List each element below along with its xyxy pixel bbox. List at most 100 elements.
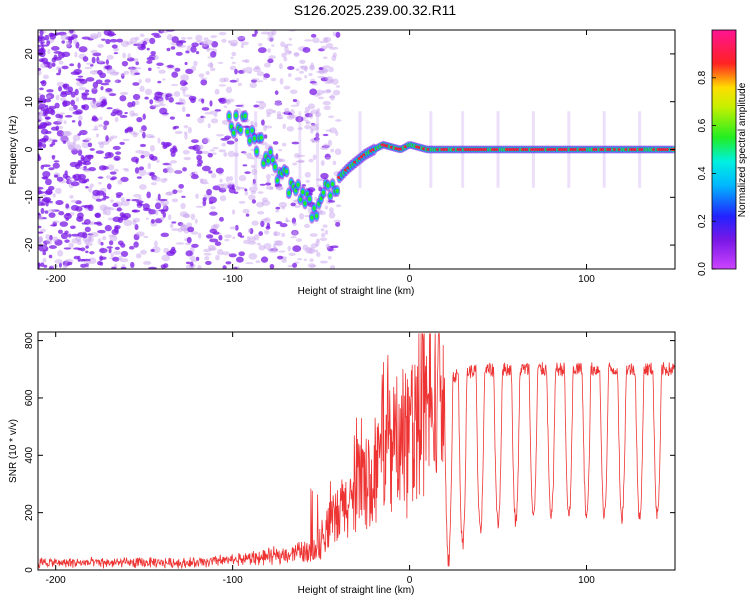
noise-blob — [237, 187, 246, 190]
noise-blob — [67, 86, 74, 93]
track-mid — [255, 149, 259, 154]
noise-blob — [45, 119, 49, 124]
noise-blob — [213, 113, 218, 117]
noise-blob — [275, 209, 280, 213]
noise-blob — [120, 197, 125, 202]
noise-blob — [158, 198, 168, 202]
noise-blob — [251, 168, 258, 176]
noise-blob — [94, 212, 102, 219]
noise-blob — [63, 247, 72, 250]
noise-blob — [69, 161, 79, 168]
noise-blob — [38, 236, 44, 243]
noise-blob — [133, 57, 139, 63]
noise-blob — [215, 167, 224, 174]
noise-blob — [292, 262, 298, 268]
noise-blob — [267, 48, 271, 53]
noise-blob — [119, 141, 125, 145]
noise-blob — [250, 120, 254, 125]
track-mid — [287, 191, 291, 196]
noise-blob — [62, 100, 68, 108]
noise-blob — [244, 171, 251, 175]
noise-blob — [322, 133, 329, 137]
noise-blob — [170, 150, 176, 158]
noise-blob — [121, 60, 129, 67]
noise-blob — [105, 175, 112, 179]
noise-blob — [203, 37, 209, 41]
noise-blob — [221, 251, 231, 256]
noise-blob — [108, 248, 112, 254]
noise-blob — [296, 99, 300, 106]
noise-blob — [85, 137, 92, 141]
noise-blob — [41, 123, 50, 126]
noise-blob — [72, 134, 81, 142]
noise-blob — [201, 98, 205, 104]
noise-blob — [112, 145, 121, 151]
noise-blob — [121, 40, 130, 47]
noise-blob — [301, 184, 307, 187]
noise-blob — [40, 128, 49, 135]
noise-blob — [93, 100, 102, 107]
noise-blob — [104, 65, 110, 70]
noise-blob — [315, 252, 321, 257]
noise-blob — [251, 164, 256, 169]
noise-blob — [38, 141, 42, 147]
noise-blob — [254, 30, 258, 35]
noise-blob — [114, 246, 120, 251]
noise-blob — [182, 167, 187, 172]
noise-blob — [219, 195, 227, 202]
noise-blob — [328, 211, 336, 219]
noise-blob — [85, 245, 89, 249]
noise-blob — [168, 162, 172, 167]
colorbar-tick-label: 0.2 — [697, 214, 708, 228]
noise-blob — [286, 114, 295, 120]
noise-blob — [225, 99, 232, 105]
noise-blob — [90, 100, 96, 108]
noise-blob — [139, 128, 144, 133]
noise-blob — [182, 149, 190, 155]
noise-blob — [295, 160, 305, 163]
noise-blob — [149, 37, 156, 45]
noise-blob — [233, 191, 239, 194]
track-mid — [314, 213, 319, 218]
noise-blob — [78, 120, 82, 127]
noise-blob — [283, 85, 291, 90]
noise-blob — [38, 225, 42, 229]
noise-blob — [309, 233, 318, 237]
snr-y-label: SNR (10 * v/v) — [8, 419, 19, 483]
track-mid — [239, 128, 243, 133]
noise-blob — [221, 38, 227, 43]
noise-blob — [40, 79, 47, 87]
noise-blob — [62, 83, 68, 89]
noise-blob — [308, 158, 314, 163]
noise-blob — [219, 216, 224, 222]
noise-blob — [97, 124, 104, 128]
noise-blob — [150, 51, 156, 56]
noise-blob — [88, 257, 97, 264]
noise-blob — [158, 103, 166, 107]
noise-blob — [149, 145, 155, 152]
noise-blob — [185, 261, 191, 265]
noise-blob — [105, 38, 111, 45]
noise-blob — [108, 93, 117, 97]
noise-blob — [80, 154, 85, 162]
noise-blob — [222, 265, 227, 269]
noise-blob — [231, 51, 237, 57]
noise-blob — [38, 113, 44, 117]
noise-blob — [133, 241, 139, 248]
noise-blob — [56, 117, 63, 124]
noise-blob — [218, 149, 226, 153]
noise-blob — [335, 204, 342, 208]
noise-blob — [83, 204, 92, 209]
noise-blob — [113, 52, 119, 55]
noise-blob — [109, 38, 118, 43]
noise-blob — [40, 207, 45, 214]
noise-blob — [298, 212, 305, 220]
noise-blob — [132, 209, 138, 213]
noise-blob — [263, 62, 271, 68]
noise-blob — [332, 160, 337, 166]
noise-blob — [320, 45, 328, 50]
noise-blob — [237, 82, 242, 87]
snr-series-line — [38, 333, 675, 570]
noise-blob — [51, 45, 60, 51]
